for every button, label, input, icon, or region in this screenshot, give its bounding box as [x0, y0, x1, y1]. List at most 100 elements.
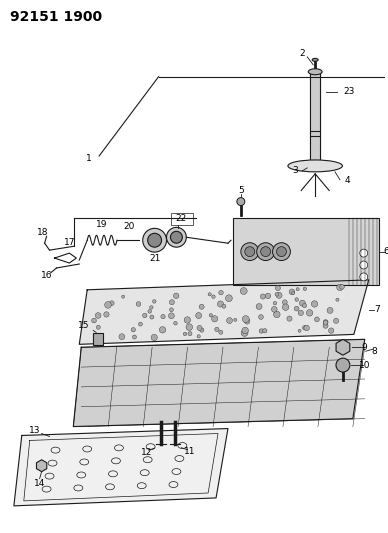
- Text: 10: 10: [359, 361, 371, 369]
- Circle shape: [257, 243, 275, 261]
- Circle shape: [303, 304, 307, 308]
- Text: 11: 11: [184, 447, 195, 456]
- Circle shape: [119, 334, 125, 340]
- Circle shape: [132, 335, 137, 339]
- Text: 22: 22: [176, 214, 187, 223]
- Ellipse shape: [288, 160, 343, 172]
- Circle shape: [121, 295, 125, 298]
- Ellipse shape: [312, 59, 318, 61]
- Circle shape: [209, 313, 213, 317]
- Circle shape: [197, 335, 200, 338]
- Circle shape: [261, 247, 270, 256]
- Circle shape: [360, 261, 368, 269]
- Circle shape: [336, 298, 339, 301]
- Circle shape: [323, 323, 328, 328]
- Circle shape: [272, 306, 277, 312]
- Text: 23: 23: [343, 87, 355, 96]
- Circle shape: [303, 287, 307, 290]
- Circle shape: [336, 358, 350, 372]
- Circle shape: [241, 243, 259, 261]
- Text: 15: 15: [78, 321, 89, 330]
- Text: 16: 16: [41, 271, 52, 280]
- Circle shape: [298, 329, 301, 332]
- Circle shape: [277, 247, 286, 256]
- Circle shape: [265, 293, 271, 298]
- Circle shape: [291, 292, 294, 295]
- Circle shape: [212, 295, 215, 298]
- Circle shape: [323, 320, 328, 325]
- Circle shape: [241, 329, 248, 336]
- Circle shape: [131, 328, 135, 332]
- Circle shape: [199, 304, 204, 309]
- Circle shape: [340, 285, 345, 289]
- Circle shape: [136, 302, 141, 306]
- Circle shape: [150, 305, 153, 309]
- Text: 19: 19: [96, 220, 108, 229]
- Circle shape: [272, 243, 290, 261]
- Circle shape: [142, 313, 147, 318]
- Circle shape: [170, 231, 182, 243]
- Circle shape: [166, 228, 186, 247]
- Circle shape: [188, 332, 192, 336]
- Circle shape: [208, 293, 211, 296]
- Circle shape: [139, 322, 142, 326]
- Circle shape: [282, 304, 289, 310]
- Circle shape: [96, 325, 100, 329]
- Text: 17: 17: [64, 238, 75, 247]
- Circle shape: [315, 317, 319, 322]
- Circle shape: [152, 300, 156, 303]
- Circle shape: [161, 314, 165, 319]
- Circle shape: [184, 317, 191, 323]
- Circle shape: [183, 332, 187, 336]
- Circle shape: [197, 326, 202, 330]
- Circle shape: [295, 298, 298, 301]
- Ellipse shape: [308, 69, 322, 75]
- Circle shape: [294, 306, 299, 311]
- Polygon shape: [14, 429, 228, 506]
- Text: 9: 9: [362, 343, 367, 352]
- Bar: [233, 219, 379, 285]
- Circle shape: [259, 329, 263, 333]
- Text: 5: 5: [238, 186, 244, 195]
- Circle shape: [311, 301, 318, 307]
- Circle shape: [159, 327, 166, 333]
- Circle shape: [105, 302, 111, 308]
- Circle shape: [258, 314, 263, 319]
- Circle shape: [334, 318, 339, 324]
- Circle shape: [360, 273, 368, 281]
- Circle shape: [227, 318, 232, 324]
- Circle shape: [148, 233, 161, 247]
- Text: 12: 12: [141, 448, 152, 457]
- Circle shape: [256, 304, 262, 310]
- Circle shape: [263, 328, 267, 333]
- Text: 2: 2: [300, 50, 305, 59]
- Text: 21: 21: [149, 254, 160, 263]
- Circle shape: [287, 316, 292, 321]
- Text: 6: 6: [384, 247, 388, 256]
- Text: 1: 1: [86, 155, 92, 164]
- Polygon shape: [73, 340, 365, 426]
- Circle shape: [196, 312, 202, 319]
- Text: 4: 4: [344, 176, 350, 185]
- Circle shape: [148, 310, 152, 313]
- Circle shape: [215, 327, 219, 332]
- Circle shape: [296, 288, 299, 290]
- Circle shape: [300, 300, 305, 306]
- Circle shape: [273, 301, 277, 305]
- Circle shape: [306, 310, 313, 316]
- Polygon shape: [36, 460, 47, 472]
- Circle shape: [274, 311, 280, 318]
- Circle shape: [245, 247, 255, 256]
- Polygon shape: [336, 340, 350, 355]
- Circle shape: [222, 304, 226, 308]
- Circle shape: [242, 316, 249, 322]
- Circle shape: [225, 295, 232, 302]
- Circle shape: [219, 290, 223, 295]
- Circle shape: [234, 318, 237, 321]
- Circle shape: [219, 330, 223, 334]
- Text: 18: 18: [37, 228, 48, 237]
- Circle shape: [168, 313, 174, 319]
- Circle shape: [109, 301, 114, 305]
- Circle shape: [304, 325, 309, 331]
- Text: 7: 7: [374, 305, 379, 314]
